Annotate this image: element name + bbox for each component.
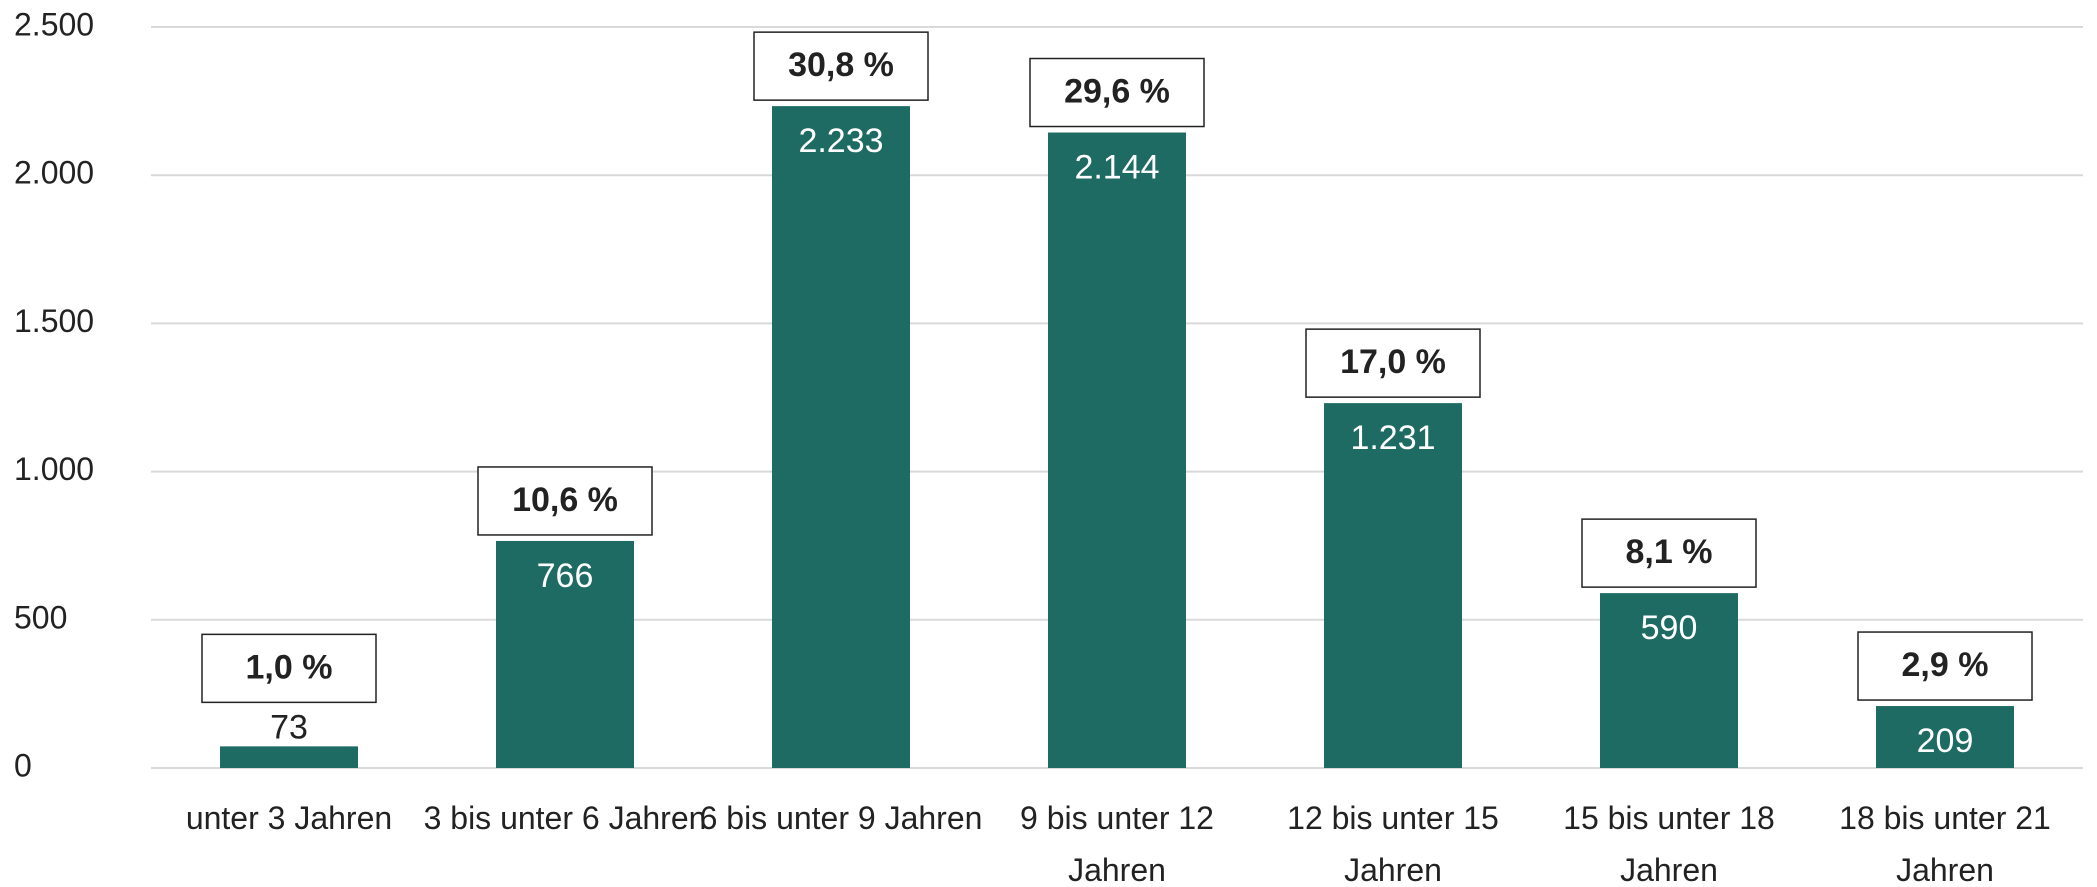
y-tick-label: 0 xyxy=(14,747,32,783)
data-label: 73 xyxy=(270,708,308,746)
share-box xyxy=(753,31,929,101)
x-tick-label-box: 6 bis unter 9 Jahren xyxy=(699,800,983,836)
x-tick-label: 9 bis unter 12 Jahren xyxy=(1020,800,1214,887)
y-tick-label: 2.000 xyxy=(14,155,94,191)
x-tick-label: 15 bis unter 18 Jahren xyxy=(1563,800,1775,887)
y-tick-label: 1.500 xyxy=(14,303,94,339)
x-tick-label-box: 18 bis unter 21 Jahren xyxy=(1839,800,2051,887)
bar xyxy=(1876,706,2014,768)
bar xyxy=(772,106,910,769)
share-box xyxy=(477,466,653,536)
x-tick-label-box: 15 bis unter 18 Jahren xyxy=(1563,800,1775,887)
share-label: 1,0 % xyxy=(246,648,333,686)
share-box xyxy=(201,633,377,704)
share-box xyxy=(1029,57,1205,128)
bar xyxy=(220,746,358,768)
bar xyxy=(1600,593,1738,768)
data-label: 209 xyxy=(1917,722,1974,760)
y-tick-label: 500 xyxy=(14,599,67,635)
share-box xyxy=(1857,631,2033,701)
bar xyxy=(496,540,634,768)
share-box xyxy=(1305,328,1481,398)
x-tick-label-box: 12 bis unter 15 Jahren xyxy=(1287,800,1499,887)
data-label: 2.144 xyxy=(1074,149,1159,187)
data-label: 766 xyxy=(537,557,594,595)
data-label: 2.233 xyxy=(798,122,883,160)
share-label: 8,1 % xyxy=(1626,533,1713,571)
bar xyxy=(1048,132,1186,768)
share-label: 17,0 % xyxy=(1340,343,1446,381)
data-label: 590 xyxy=(1641,609,1698,647)
data-label: 1.231 xyxy=(1350,419,1435,457)
bar xyxy=(1324,403,1462,768)
y-tick-label: 1.000 xyxy=(14,451,94,487)
x-tick-label: 6 bis unter 9 Jahren xyxy=(699,800,983,836)
share-label: 30,8 % xyxy=(788,46,894,84)
x-tick-label: unter 3 Jahren xyxy=(185,800,393,836)
y-tick-label: 2.500 xyxy=(14,6,94,42)
x-tick-label: 3 bis unter 6 Jahren xyxy=(423,800,707,836)
share-box xyxy=(1581,518,1757,588)
x-tick-label-box: 3 bis unter 6 Jahren xyxy=(423,800,707,836)
x-tick-label: 12 bis unter 15 Jahren xyxy=(1287,800,1499,887)
share-label: 29,6 % xyxy=(1064,73,1170,111)
x-tick-label-box: unter 3 Jahren xyxy=(185,800,393,836)
share-label: 2,9 % xyxy=(1902,646,1989,684)
x-tick-label: 18 bis unter 21 Jahren xyxy=(1839,800,2051,887)
x-tick-label-box: 9 bis unter 12 Jahren xyxy=(1020,800,1214,887)
share-label: 10,6 % xyxy=(512,481,618,519)
